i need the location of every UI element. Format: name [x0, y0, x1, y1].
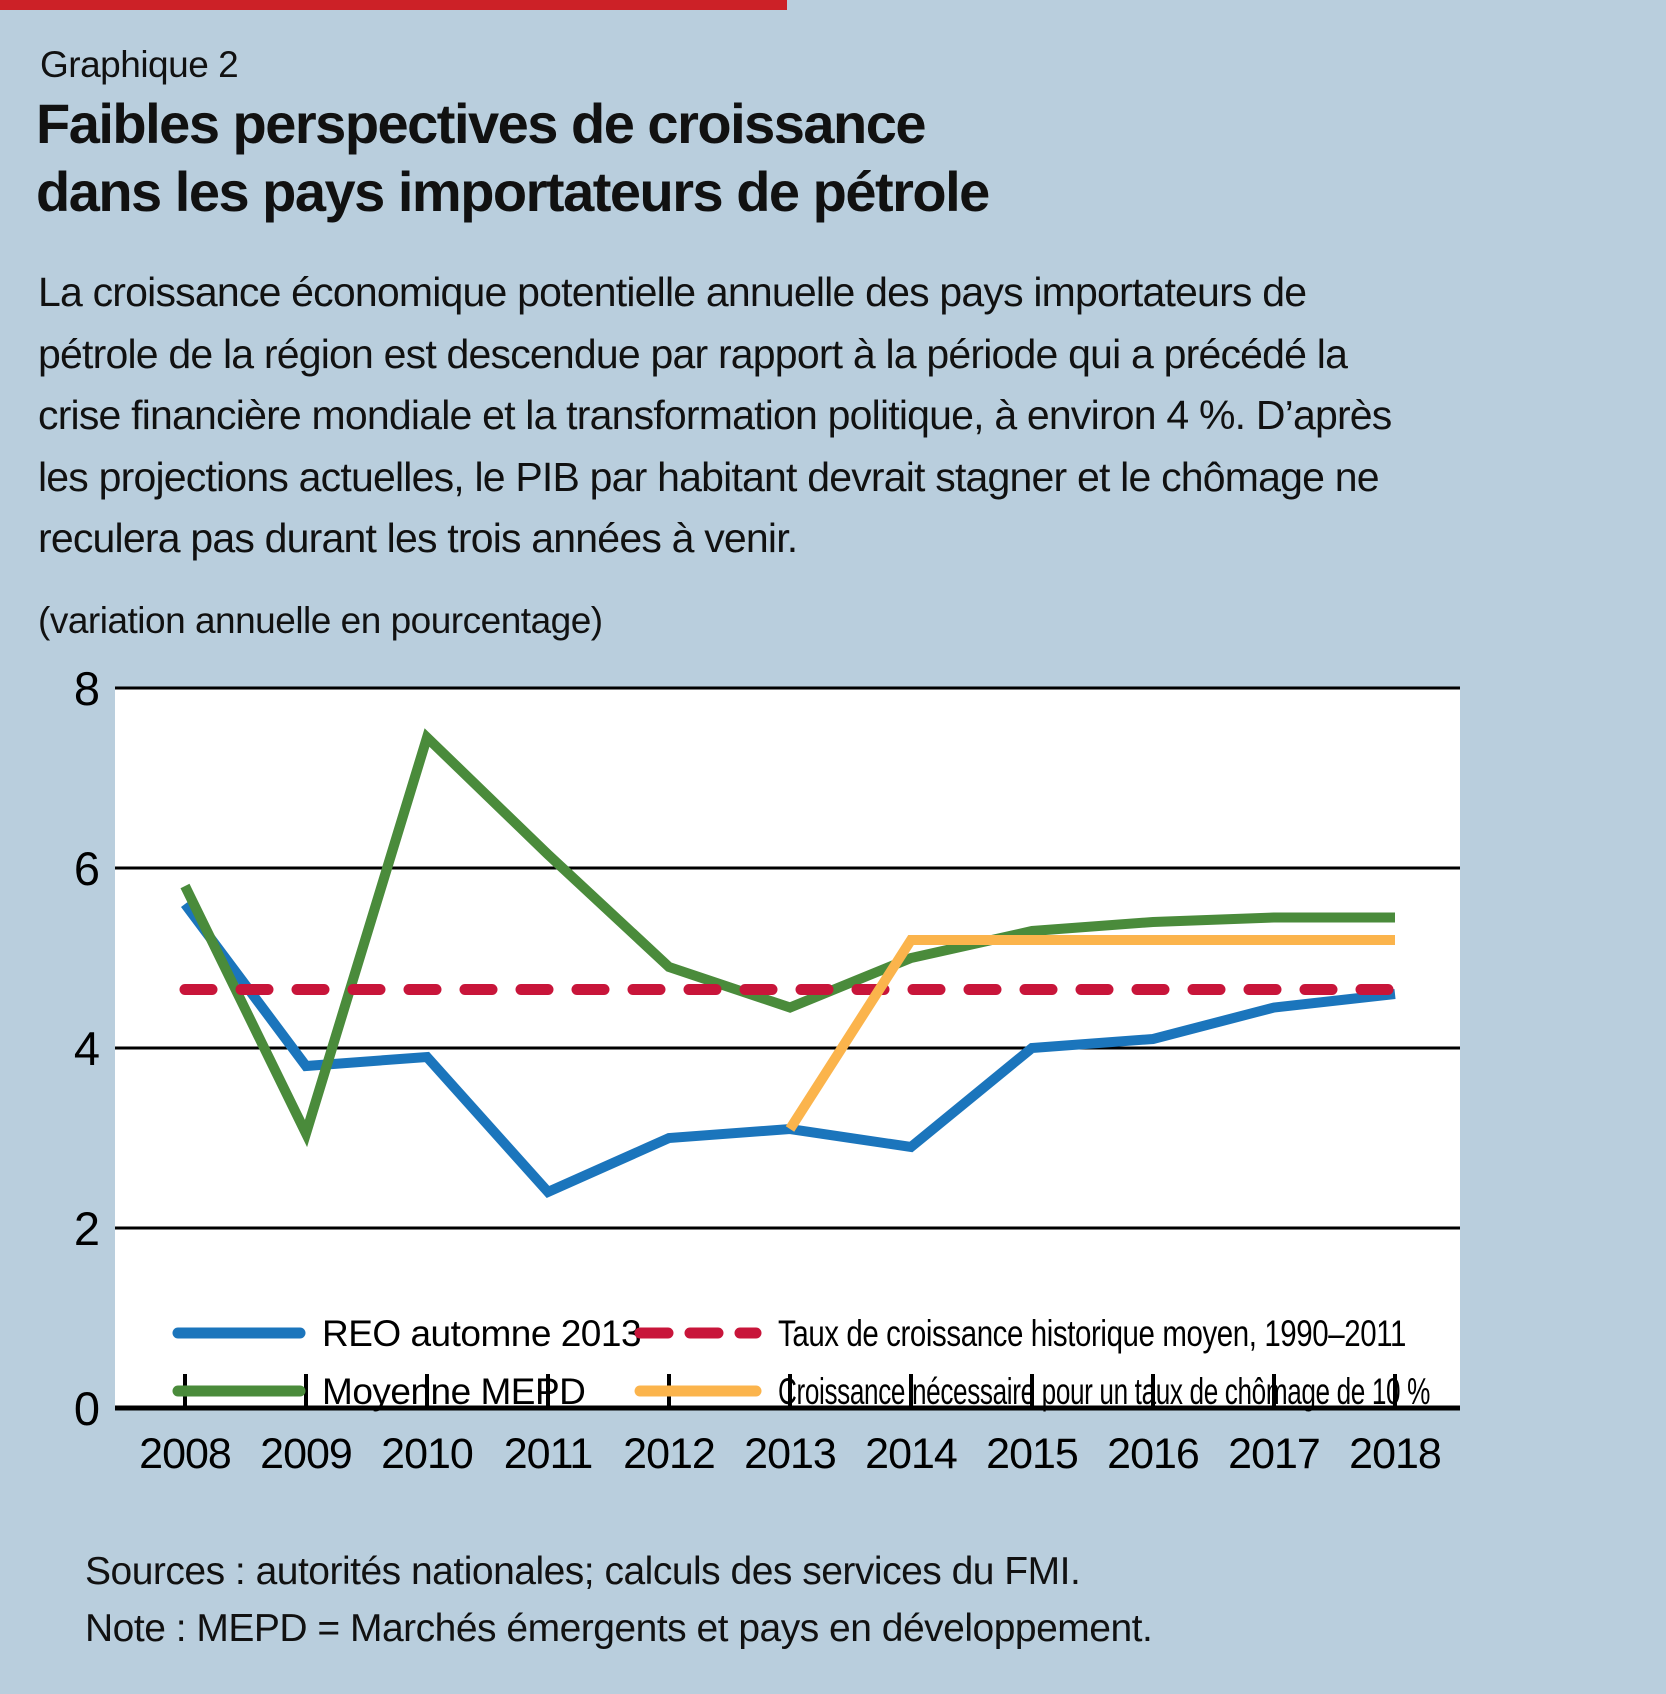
y-tick-label-8: 8 — [74, 662, 100, 715]
x-tick-label-2016: 2016 — [1107, 1430, 1199, 1478]
y-tick-label-6: 6 — [74, 842, 100, 895]
intro-line: reculera pas durant les trois années à v… — [38, 515, 798, 561]
figure-title-line2: dans les pays importateurs de pétrole — [36, 160, 990, 224]
x-tick-label-2011: 2011 — [504, 1430, 592, 1478]
x-tick-label-2015: 2015 — [986, 1430, 1078, 1478]
intro-line: pétrole de la région est descendue par r… — [38, 330, 1348, 377]
x-tick-label-2010: 2010 — [381, 1430, 473, 1478]
sources-line: Sources : autorités nationales; calculs … — [85, 1550, 1081, 1593]
x-tick-label-2017: 2017 — [1228, 1430, 1320, 1478]
x-tick-label-2009: 2009 — [260, 1430, 352, 1478]
intro-line: crise financière mondiale et la transfor… — [38, 392, 1392, 438]
series-line-1 — [180, 728, 1395, 1148]
legend-label-1: Moyenne MEPD — [322, 1371, 585, 1412]
line-chart: 0 2 4 6 8 2008 2009 2010 2011 2012 2013 2014 2015 201… — [74, 662, 1460, 1478]
intro-line: La croissance économique potentielle ann… — [38, 269, 1307, 315]
series-line-3 — [785, 935, 1395, 1132]
y-tick-label-0: 0 — [74, 1382, 100, 1435]
y-tick-label-2: 2 — [74, 1202, 100, 1255]
legend-label-2: Taux de croissance historique moyen, 199… — [778, 1313, 1406, 1354]
figure-kicker: Graphique 2 — [40, 44, 239, 85]
axis-units-label: (variation annuelle en pourcentage) — [38, 600, 603, 641]
figure-intro: La croissance économique potentielle ann… — [38, 262, 1392, 570]
x-tick-label-2014: 2014 — [865, 1430, 957, 1478]
y-tick-label-4: 4 — [74, 1022, 100, 1075]
figure-title: Faibles perspectives de croissance dans … — [36, 90, 990, 227]
legend-label-0: REO automne 2013 — [322, 1313, 641, 1354]
intro-line: les projections actuelles, le PIB par ha… — [38, 453, 1380, 500]
legend-label-3: Croissance nécessaire pour un taux de ch… — [778, 1371, 1430, 1412]
note-line: Note : MEPD = Marchés émergents et pays … — [85, 1607, 1153, 1651]
x-tick-label-2012: 2012 — [623, 1430, 715, 1478]
figure-footer: Sources : autorités nationales; calculs … — [85, 1543, 1153, 1658]
x-tick-label-2013: 2013 — [744, 1430, 836, 1478]
figure-title-line1: Faibles perspectives de croissance — [36, 92, 927, 155]
x-tick-label-2008: 2008 — [139, 1430, 231, 1478]
top-accent-bar — [0, 0, 787, 10]
x-tick-label-2018: 2018 — [1349, 1430, 1441, 1478]
